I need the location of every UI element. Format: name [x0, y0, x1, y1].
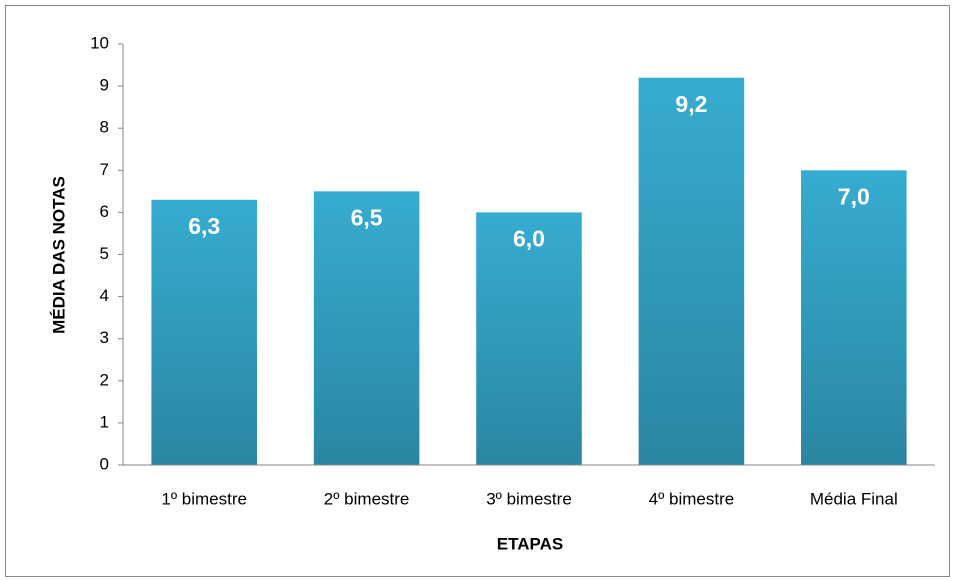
x-tick-label: 2º bimestre: [324, 489, 410, 508]
bar-shade: [476, 212, 582, 465]
y-tick-label: 3: [100, 328, 109, 347]
y-tick-label: 7: [100, 160, 109, 179]
x-tick-label: Média Final: [810, 489, 898, 508]
y-tick-label: 5: [100, 244, 109, 263]
y-tick-label: 10: [90, 33, 109, 52]
value-label: 6,5: [351, 204, 383, 230]
y-tick-label: 1: [100, 412, 109, 431]
y-tick-label: 8: [100, 118, 109, 137]
value-label: 6,3: [188, 213, 220, 239]
value-label: 6,0: [513, 225, 545, 251]
y-axis-title: MÉDIA DAS NOTAS: [49, 176, 68, 334]
x-tick-label: 1º bimestre: [161, 489, 247, 508]
bar-shade: [638, 77, 745, 466]
y-tick-label: 6: [100, 202, 109, 221]
y-tick-label: 2: [100, 370, 109, 389]
value-label: 7,0: [838, 183, 870, 209]
value-label: 9,2: [675, 91, 707, 117]
y-tick-label: 0: [100, 454, 109, 473]
x-axis-title: ETAPAS: [497, 534, 563, 553]
bar-shade: [151, 199, 257, 465]
bar-shade: [313, 191, 420, 465]
x-tick-label: 4º bimestre: [649, 489, 735, 508]
y-tick-label: 4: [100, 286, 109, 305]
bar-shade: [801, 170, 907, 466]
y-tick-label: 9: [100, 76, 109, 95]
x-tick-label: 3º bimestre: [486, 489, 572, 508]
